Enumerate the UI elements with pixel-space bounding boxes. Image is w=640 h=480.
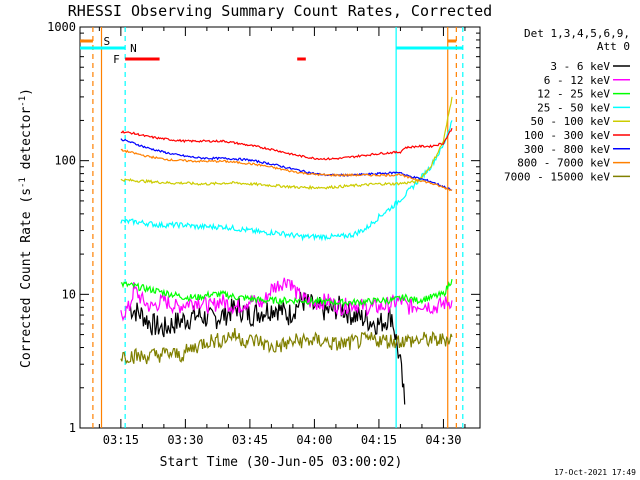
series-line-2 bbox=[120, 278, 453, 308]
series-line-4 bbox=[120, 96, 453, 191]
series-line-6 bbox=[120, 138, 453, 191]
y-axis-label-main: Corrected Count Rate (s bbox=[19, 188, 34, 368]
footer-timestamp: 17-Oct-2021 17:49 bbox=[554, 468, 636, 477]
y-axis-label-end: ) bbox=[19, 88, 34, 96]
x-tick-label: 03:15 bbox=[103, 433, 139, 447]
y-axis-label: Corrected Count Rate (s-1 detector-1) bbox=[18, 88, 34, 368]
series-line-1 bbox=[120, 277, 453, 322]
legend-label: 800 - 7000 keV bbox=[517, 157, 610, 170]
y-tick-label: 1000 bbox=[47, 20, 76, 34]
night-marker-label: N bbox=[130, 42, 137, 55]
legend-label: 25 - 50 keV bbox=[537, 101, 610, 114]
attenuator-markers: S NF bbox=[80, 35, 463, 66]
y-tick-label: 10 bbox=[62, 287, 76, 301]
time-interval-lines bbox=[92, 27, 464, 428]
legend-label: 100 - 300 keV bbox=[524, 129, 610, 142]
legend-label: 300 - 800 keV bbox=[524, 143, 610, 156]
series-line-0 bbox=[129, 291, 406, 405]
y-axis-label-mid: detector bbox=[19, 107, 34, 178]
legend-label: 12 - 25 keV bbox=[537, 88, 610, 101]
plot-frame bbox=[79, 26, 481, 429]
x-tick-label: 04:30 bbox=[425, 433, 461, 447]
y-tick-label: 1 bbox=[69, 421, 76, 435]
legend-label: 6 - 12 keV bbox=[544, 74, 611, 87]
flare-marker-label: F bbox=[113, 53, 120, 66]
saa-marker-label: S bbox=[104, 35, 111, 48]
legend-header-2: Att 0 bbox=[597, 40, 630, 53]
series-line-8 bbox=[120, 328, 453, 365]
x-tick-label: 03:30 bbox=[167, 433, 203, 447]
legend-label: 50 - 100 keV bbox=[531, 115, 611, 128]
y-axis-label-sup2: -1 bbox=[18, 96, 28, 107]
y-tick-label: 100 bbox=[54, 154, 76, 168]
x-axis-label: Start Time (30-Jun-05 03:00:02) bbox=[160, 455, 403, 470]
chart-title: RHESSI Observing Summary Count Rates, Co… bbox=[68, 2, 492, 20]
series-line-5 bbox=[120, 127, 453, 161]
x-tick-label: 04:15 bbox=[361, 433, 397, 447]
x-tick-label: 03:45 bbox=[232, 433, 268, 447]
series-line-3 bbox=[120, 120, 453, 242]
legend-header-1: Det 1,3,4,5,6,9, bbox=[524, 27, 630, 40]
legend-label: 7000 - 15000 keV bbox=[504, 170, 610, 183]
series-line-7 bbox=[120, 148, 453, 192]
legend-label: 3 - 6 keV bbox=[550, 60, 610, 73]
series-lines bbox=[120, 96, 453, 405]
axes: 1 10 100 1000 03:15 03:30 03:45 04:00 04:15 04:30 bbox=[47, 20, 481, 447]
y-axis-label-sup: -1 bbox=[18, 177, 28, 188]
x-tick-label: 04:00 bbox=[296, 433, 332, 447]
